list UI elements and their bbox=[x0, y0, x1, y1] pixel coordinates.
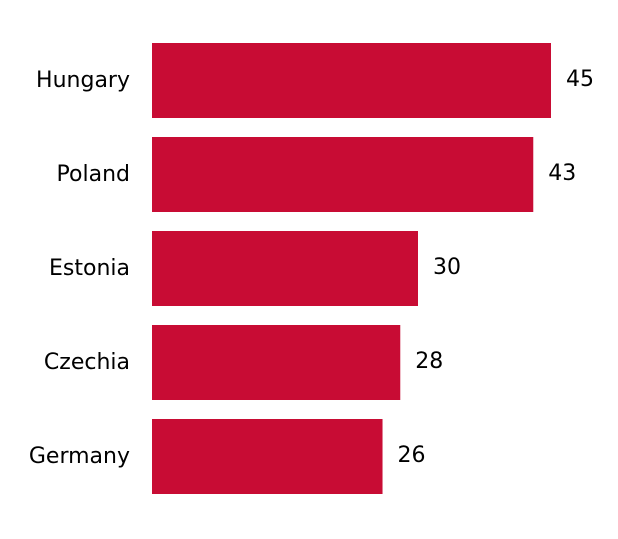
value-label-hungary: 45 bbox=[566, 67, 594, 92]
category-label-estonia: Estonia bbox=[49, 256, 130, 281]
value-label-poland: 43 bbox=[548, 161, 576, 186]
category-label-germany: Germany bbox=[29, 444, 130, 469]
value-label-germany: 26 bbox=[398, 443, 426, 468]
bar-hungary bbox=[152, 43, 551, 118]
bars-group bbox=[152, 43, 551, 494]
category-label-poland: Poland bbox=[57, 162, 130, 187]
value-labels-group: 45 43 30 28 26 bbox=[398, 67, 594, 468]
bar-germany bbox=[152, 419, 383, 494]
value-label-estonia: 30 bbox=[433, 255, 461, 280]
value-label-czechia: 28 bbox=[415, 349, 443, 374]
bar-estonia bbox=[152, 231, 418, 306]
bar-poland bbox=[152, 137, 534, 212]
bar-czechia bbox=[152, 325, 401, 400]
category-label-hungary: Hungary bbox=[36, 68, 130, 93]
category-label-czechia: Czechia bbox=[44, 350, 130, 375]
category-labels-group: Hungary Poland Estonia Czechia Germany bbox=[29, 68, 130, 469]
